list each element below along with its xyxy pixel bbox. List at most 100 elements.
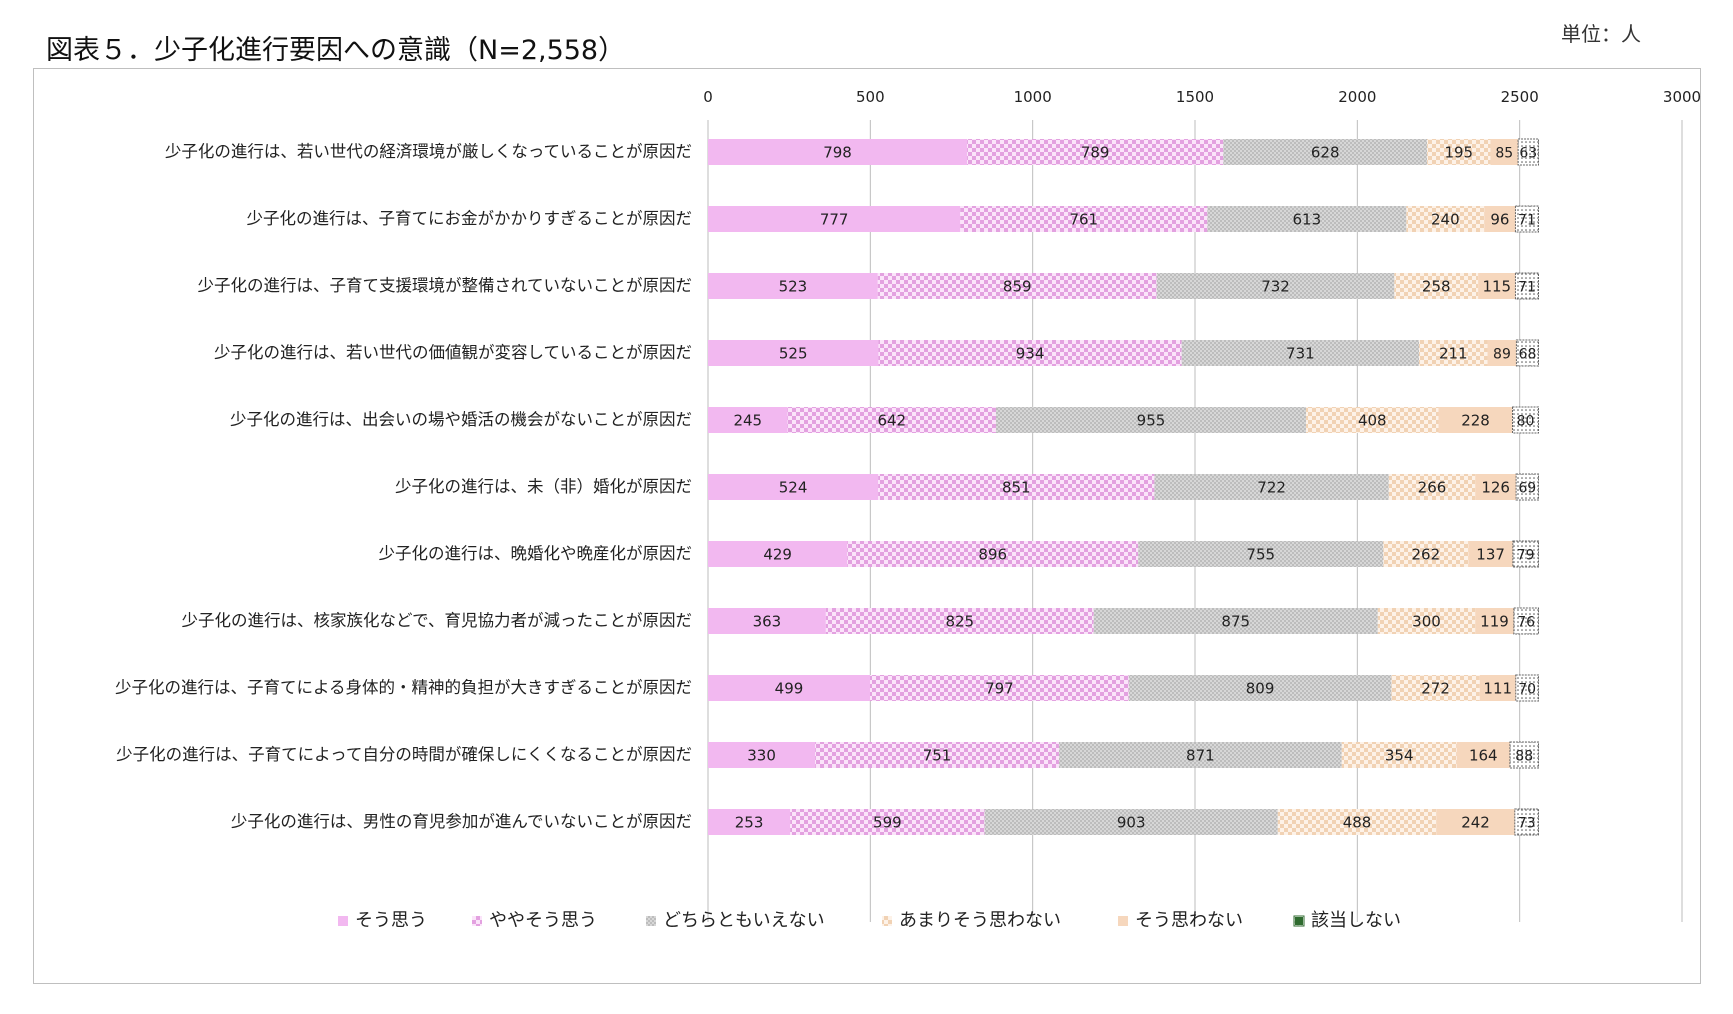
- bar-segment: [790, 809, 985, 835]
- bar-segment: [1456, 742, 1510, 768]
- data-label: 363: [753, 613, 782, 631]
- data-label: 266: [1418, 479, 1447, 497]
- bar-segment: [1512, 540, 1539, 568]
- bar-segment: [1138, 541, 1384, 567]
- data-label: 195: [1444, 144, 1473, 162]
- data-label: 330: [747, 747, 776, 765]
- data-label: 751: [923, 747, 952, 765]
- data-label: 73: [1518, 816, 1536, 832]
- category-label: 少子化の進行は、子育てによる身体的・精神的負担が大きすぎることが原因だ: [115, 678, 692, 697]
- bar-segment: [708, 809, 791, 835]
- data-label: 137: [1476, 546, 1505, 564]
- data-label: 797: [985, 680, 1014, 698]
- data-label: 111: [1483, 680, 1512, 698]
- legend-swatch: [338, 916, 348, 926]
- category-label: 少子化の進行は、子育てにお金がかかりすぎることが原因だ: [247, 209, 693, 228]
- data-label: 69: [1518, 481, 1536, 497]
- data-label: 272: [1421, 680, 1450, 698]
- bar-segment: [1181, 340, 1420, 366]
- bar-segment: [1468, 541, 1513, 567]
- data-label: 789: [1081, 144, 1110, 162]
- chart-title: 図表５．少子化進行要因への意識（N=2,558）: [46, 35, 626, 66]
- data-label: 115: [1482, 278, 1511, 296]
- data-label: 262: [1412, 546, 1441, 564]
- bar-segment: [1515, 339, 1539, 367]
- bar-segment: [1156, 273, 1395, 299]
- bar-segment: [1377, 608, 1476, 634]
- data-label: 240: [1431, 211, 1460, 229]
- bar-segment: [1058, 742, 1342, 768]
- data-label: 761: [1069, 211, 1098, 229]
- bar-segment: [1388, 474, 1476, 500]
- bar-segment: [878, 340, 1182, 366]
- bar-segment: [1475, 474, 1517, 500]
- bar-segment: [878, 474, 1155, 500]
- legend-swatch: [646, 916, 656, 926]
- data-label: 211: [1439, 345, 1468, 363]
- bar-segment: [708, 340, 879, 366]
- data-label: 809: [1246, 680, 1275, 698]
- data-label: 71: [1518, 280, 1536, 296]
- bar-segment: [708, 608, 826, 634]
- data-label: 642: [877, 412, 906, 430]
- x-tick-label: 0: [703, 88, 713, 106]
- bar-segment: [1475, 608, 1514, 634]
- data-label: 755: [1246, 546, 1275, 564]
- bar-segment: [1406, 206, 1485, 232]
- data-label: 525: [779, 345, 808, 363]
- data-label: 79: [1517, 548, 1535, 564]
- data-label: 731: [1286, 345, 1315, 363]
- data-label: 903: [1117, 814, 1146, 832]
- x-tick-label: 1000: [1014, 88, 1052, 106]
- bar-segment: [984, 809, 1278, 835]
- bar-segment: [1093, 608, 1378, 634]
- data-label: 258: [1422, 278, 1451, 296]
- legend-label: どちらともいえない: [663, 910, 825, 931]
- data-label: 126: [1481, 479, 1510, 497]
- data-label: 85: [1495, 146, 1513, 162]
- data-label: 523: [779, 278, 808, 296]
- bar-segment: [1478, 273, 1516, 299]
- category-label: 少子化の進行は、出会いの場や婚活の機会がないことが原因だ: [230, 410, 692, 429]
- data-label: 228: [1461, 412, 1490, 430]
- data-label: 934: [1016, 345, 1045, 363]
- legend-label: 該当しない: [1311, 910, 1401, 931]
- bar-segment: [995, 407, 1307, 433]
- category-label: 少子化の進行は、核家族化などで、育児協力者が減ったことが原因だ: [181, 611, 692, 630]
- x-tick-label: 1500: [1176, 88, 1214, 106]
- bar-segment: [815, 742, 1059, 768]
- bar-segment: [1427, 139, 1491, 165]
- bar-segment: [1509, 741, 1539, 769]
- data-label: 96: [1490, 211, 1509, 229]
- bar-segment: [708, 273, 878, 299]
- bar-segment: [708, 139, 968, 165]
- bar-segment: [1277, 809, 1437, 835]
- bar-segment: [1154, 474, 1389, 500]
- bar-segment: [1436, 809, 1515, 835]
- data-label: 955: [1137, 412, 1166, 430]
- bar-segment: [1419, 340, 1488, 366]
- bar-segment: [708, 675, 871, 701]
- data-label: 300: [1412, 613, 1441, 631]
- x-tick-label: 2500: [1501, 88, 1539, 106]
- legend-swatch-fill: [1295, 917, 1303, 925]
- data-label: 253: [735, 814, 764, 832]
- data-label: 722: [1257, 479, 1286, 497]
- data-label: 88: [1515, 749, 1533, 765]
- legend-label: あまりそう思わない: [899, 910, 1061, 931]
- bar-segment: [1306, 407, 1439, 433]
- bar-segment: [870, 675, 1129, 701]
- bar-segment: [1438, 407, 1513, 433]
- bar-segment: [708, 474, 879, 500]
- data-label: 71: [1518, 213, 1536, 229]
- data-label: 408: [1358, 412, 1387, 430]
- data-label: 875: [1221, 613, 1250, 631]
- data-label: 896: [978, 546, 1007, 564]
- data-label: 777: [820, 211, 849, 229]
- data-label: 732: [1261, 278, 1290, 296]
- x-tick-label: 3000: [1663, 88, 1701, 106]
- data-label: 89: [1493, 347, 1511, 363]
- bar-segment: [967, 139, 1224, 165]
- data-label: 63: [1519, 146, 1537, 162]
